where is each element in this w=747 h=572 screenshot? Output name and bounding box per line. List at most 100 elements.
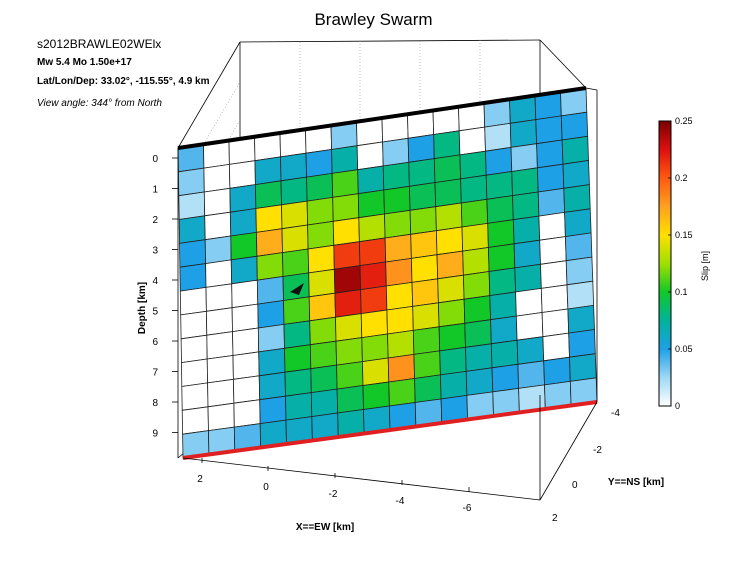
slip-cell bbox=[255, 204, 283, 233]
ns-tick-label: -2 bbox=[593, 445, 602, 456]
slip-cell bbox=[465, 367, 494, 396]
colorbar-ramp bbox=[658, 120, 672, 407]
slip-cell bbox=[437, 298, 466, 328]
slip-cell bbox=[256, 276, 284, 305]
slip-cell bbox=[537, 187, 566, 217]
slip-cell bbox=[257, 323, 285, 353]
slip-cell bbox=[408, 182, 437, 211]
slip-cell bbox=[280, 152, 308, 182]
slip-cell bbox=[332, 217, 360, 246]
slip-cell bbox=[205, 307, 233, 336]
slip-cell bbox=[308, 292, 336, 322]
slip-cell bbox=[258, 371, 286, 401]
slip-cell bbox=[538, 211, 566, 241]
slip-cell bbox=[232, 375, 261, 404]
slip-cell bbox=[463, 295, 492, 324]
slip-cell bbox=[357, 165, 385, 195]
slip-cell bbox=[358, 213, 386, 243]
slip-cell bbox=[306, 196, 334, 226]
slip-cell bbox=[228, 160, 256, 189]
colorbar-tick-label: 0.25 bbox=[675, 116, 693, 126]
slip-cell bbox=[284, 368, 312, 397]
magnitude-label: Mw 5.4 Mo 1.50e+17 bbox=[37, 57, 132, 68]
slip-cell bbox=[356, 141, 384, 171]
slip-cell bbox=[486, 195, 514, 224]
slip-cell bbox=[512, 191, 540, 221]
slip-cell bbox=[515, 287, 543, 317]
slip-cell bbox=[434, 178, 462, 208]
slip-cell bbox=[435, 202, 463, 232]
ew-tick-label: -2 bbox=[329, 489, 338, 500]
slip-cell bbox=[561, 135, 589, 165]
slip-cell bbox=[361, 357, 390, 386]
slip-cell bbox=[282, 272, 310, 301]
slip-cell bbox=[461, 222, 489, 252]
fault-top-edge bbox=[177, 86, 587, 150]
slip-cell bbox=[306, 172, 334, 202]
slip-cell bbox=[180, 334, 208, 364]
ns-tick-label: -4 bbox=[611, 408, 620, 419]
slip-cell bbox=[178, 215, 206, 244]
slip-cell bbox=[281, 200, 309, 230]
slip-cell bbox=[232, 327, 260, 356]
slip-cell bbox=[438, 322, 466, 352]
chart-title: Brawley Swarm bbox=[314, 10, 433, 29]
slip-cell bbox=[543, 356, 571, 386]
slip-cell bbox=[232, 351, 260, 380]
slip-cell bbox=[516, 336, 545, 365]
slip-cell bbox=[439, 346, 467, 376]
slip-cell bbox=[229, 184, 257, 213]
depth-tick-label: 7 bbox=[152, 368, 158, 379]
slip-cell bbox=[205, 283, 233, 312]
event-id-label: s2012BRAWLE02WElx bbox=[37, 37, 162, 51]
slip-cell bbox=[413, 350, 441, 379]
slip-cell bbox=[204, 211, 232, 241]
slip-cell bbox=[331, 145, 359, 174]
slip-cell bbox=[335, 337, 363, 366]
slip-cell bbox=[205, 259, 233, 288]
depth-tick-label: 8 bbox=[152, 398, 158, 409]
slip-cell bbox=[257, 300, 285, 329]
slip-cell bbox=[462, 247, 490, 276]
slip-cell bbox=[439, 370, 468, 400]
slip-cell bbox=[283, 320, 311, 349]
slip-cell bbox=[204, 235, 232, 265]
slip-cell bbox=[281, 224, 309, 254]
slip-cell bbox=[565, 256, 594, 286]
slip-cell bbox=[407, 134, 435, 163]
slip-cell bbox=[254, 156, 282, 186]
slip-cell bbox=[414, 374, 442, 403]
slip-cell bbox=[464, 319, 492, 348]
slip-cell bbox=[231, 303, 259, 333]
slip-cell bbox=[178, 191, 206, 220]
slip-cell bbox=[569, 353, 597, 382]
ew-axis-label: X==EW [km] bbox=[296, 522, 354, 533]
slip-cell bbox=[412, 302, 440, 331]
grid-line bbox=[177, 81, 241, 189]
slip-cell bbox=[259, 395, 287, 425]
colorbar-tick-label: 0 bbox=[675, 401, 680, 411]
slip-cell bbox=[536, 163, 565, 193]
fault-bottom-edge bbox=[182, 400, 598, 460]
slip-cell bbox=[309, 316, 337, 346]
slip-cell bbox=[510, 143, 538, 172]
slip-cell bbox=[410, 230, 438, 259]
slip-cell bbox=[388, 378, 416, 407]
slip-cell bbox=[568, 329, 596, 358]
depth-tick-label: 3 bbox=[152, 246, 158, 257]
slip-cell bbox=[310, 364, 338, 394]
ns-tick-label: 2 bbox=[552, 513, 558, 524]
slip-cell bbox=[562, 160, 590, 189]
depth-tick-label: 6 bbox=[152, 337, 158, 348]
slip-cell bbox=[489, 291, 517, 321]
slip-cell bbox=[567, 304, 595, 334]
slip-cell bbox=[387, 329, 415, 359]
slip-cell bbox=[360, 309, 388, 339]
ns-tick-label: 0 bbox=[572, 480, 578, 491]
slip-cell bbox=[485, 171, 513, 200]
slip-cell bbox=[207, 378, 235, 408]
box-edge bbox=[539, 39, 587, 89]
ew-tick-label: 2 bbox=[197, 474, 203, 485]
slip-cell bbox=[230, 231, 258, 261]
